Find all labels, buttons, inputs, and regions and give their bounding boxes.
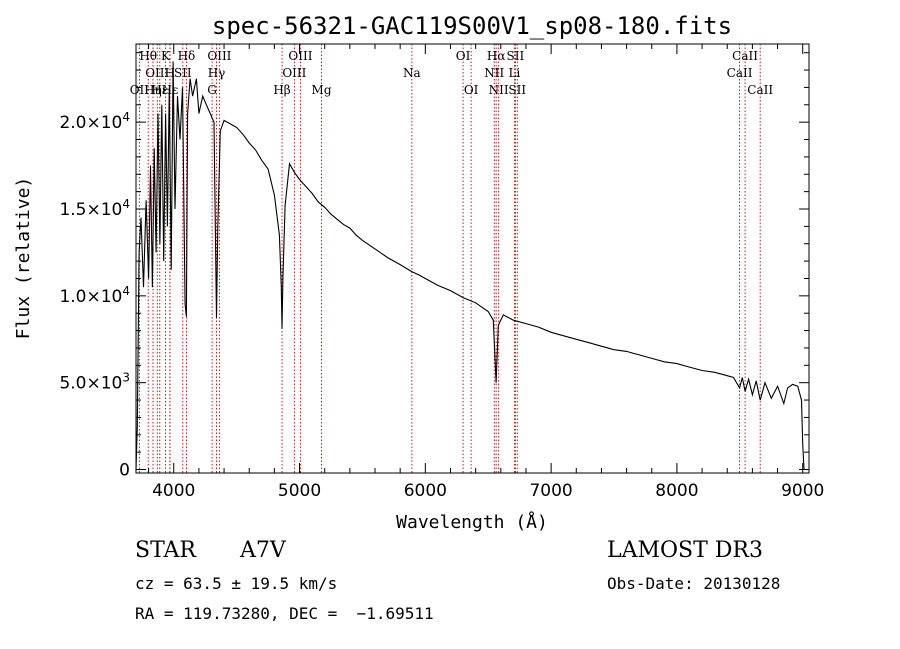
x-tick-label: 9000 bbox=[781, 481, 824, 501]
emission-line-label: OIII bbox=[207, 49, 231, 63]
x-axis-label: Wavelength (Å) bbox=[396, 511, 548, 533]
emission-line-label: Hδ bbox=[178, 49, 196, 63]
emission-line-label: Hε bbox=[151, 83, 168, 97]
emission-line-label: G bbox=[207, 83, 217, 97]
y-axis-label: Flux (relative) bbox=[13, 177, 34, 340]
emission-line-label: OI bbox=[456, 49, 471, 63]
y-tick-label: 5.0×103 bbox=[59, 371, 130, 394]
emission-line-label: Mg bbox=[312, 83, 332, 97]
emission-line-label: H bbox=[165, 66, 175, 80]
y-tick-label: 2.0×104 bbox=[59, 110, 130, 133]
object-class: STAR bbox=[135, 538, 196, 563]
emission-line-label: NII bbox=[489, 83, 509, 97]
emission-line-label: Na bbox=[403, 66, 421, 80]
observation-date: Obs-Date: 20130128 bbox=[607, 574, 781, 593]
plot-frame bbox=[135, 43, 810, 474]
spectrum-line bbox=[135, 61, 805, 470]
y-tick-label: 1.0×104 bbox=[59, 284, 130, 307]
y-tick-label: 0 bbox=[119, 461, 130, 481]
emission-line-label: CaII bbox=[732, 49, 758, 63]
object-subclass: A7V bbox=[240, 538, 286, 563]
emission-line-markers bbox=[138, 44, 761, 473]
chart-title: spec-56321-GAC119S00V1_sp08-180.fits bbox=[212, 12, 732, 40]
emission-line-label: Hα bbox=[487, 49, 506, 63]
emission-line-label: Hη bbox=[144, 83, 162, 97]
emission-line-label: Hβ bbox=[273, 83, 290, 97]
y-tick-label: 1.5×104 bbox=[59, 197, 130, 220]
emission-line-label: SII bbox=[174, 66, 192, 80]
coordinates-readout: RA = 119.73280, DEC = −1.69511 bbox=[135, 604, 434, 623]
emission-line-label: NII bbox=[484, 66, 504, 80]
emission-line-label: Hθ bbox=[139, 49, 157, 63]
emission-line-label: SII bbox=[507, 49, 525, 63]
x-tick-label: 6000 bbox=[404, 481, 447, 501]
x-tick-label: 5000 bbox=[278, 481, 321, 501]
x-axis: 4000 5000 6000 7000 8000 9000 bbox=[148, 44, 824, 501]
emission-line-label: SII bbox=[508, 83, 526, 97]
emission-line-label: CaII bbox=[727, 66, 753, 80]
emission-line-label: Hγ bbox=[208, 66, 226, 80]
x-tick-label: 4000 bbox=[152, 481, 195, 501]
y-axis: 0 5.0×103 1.0×104 1.5×104 2.0×104 bbox=[59, 52, 809, 481]
emission-line-label: OIII bbox=[282, 66, 306, 80]
emission-line-label: OI bbox=[464, 83, 479, 97]
x-tick-label: 8000 bbox=[655, 481, 698, 501]
emission-line-label: Hε bbox=[162, 83, 179, 97]
redshift-readout: cz = 63.5 ± 19.5 km/s bbox=[135, 574, 338, 593]
survey-name: LAMOST DR3 bbox=[607, 538, 763, 563]
emission-line-label: K bbox=[161, 49, 171, 63]
emission-line-label: OIII bbox=[288, 49, 312, 63]
x-tick-label: 7000 bbox=[529, 481, 572, 501]
emission-line-label: Li bbox=[508, 66, 520, 80]
emission-line-label: OIII bbox=[145, 66, 169, 80]
emission-line-label: OII bbox=[130, 83, 150, 97]
emission-line-label: CaII bbox=[747, 83, 773, 97]
